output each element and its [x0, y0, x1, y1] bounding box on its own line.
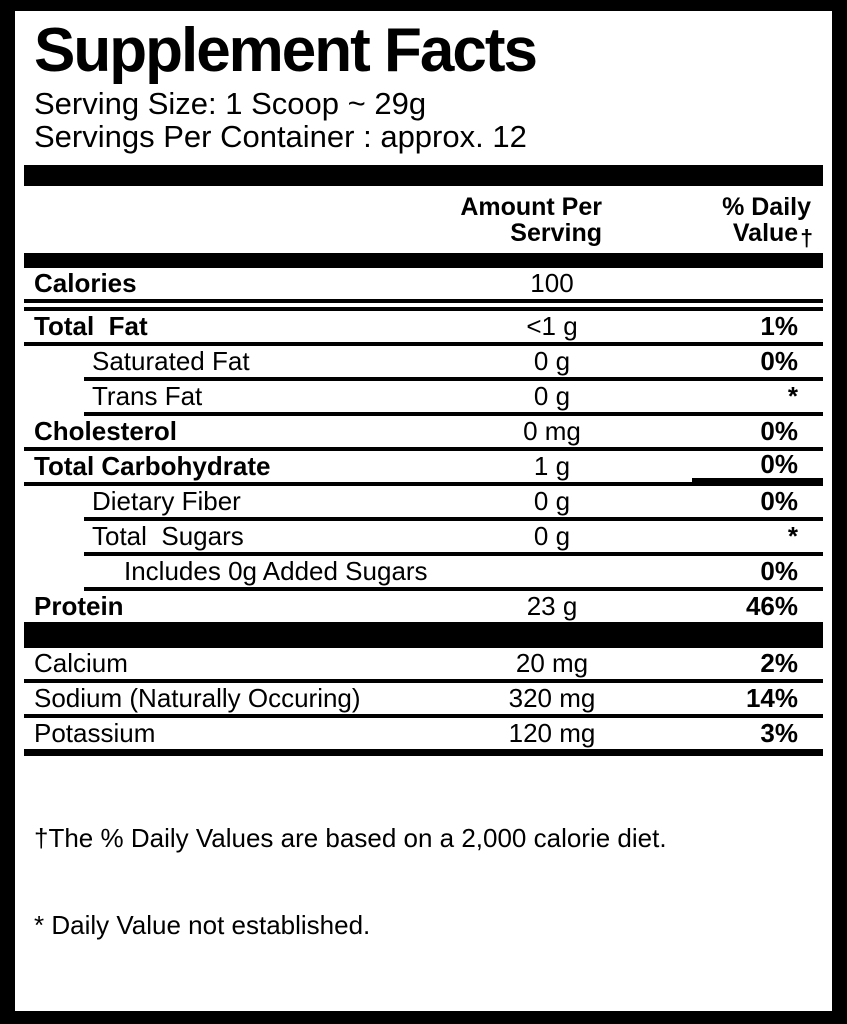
header-divider-bar: [24, 165, 823, 186]
label-title: Supplement Facts: [34, 16, 538, 85]
label-inner-panel: Supplement Facts Serving Size: 1 Scoop ~…: [15, 11, 832, 1011]
dagger-symbol: †: [800, 225, 813, 251]
nutrient-amount: 120 mg: [508, 718, 596, 748]
dv-header-line1: % Daily: [722, 193, 811, 221]
nutrient-amount: 0 g: [533, 346, 571, 376]
nutrient-row: Calories 100: [24, 268, 823, 299]
nutrient-daily-value: 1%: [760, 311, 798, 341]
nutrient-daily-value: 0%: [760, 556, 798, 586]
nutrient-daily-value: 14%: [745, 683, 798, 713]
nutrient-daily-value: 0%: [760, 346, 798, 376]
row-divider: [84, 587, 823, 591]
serving-size-text: Serving Size: 1 Scoop ~ 29g: [34, 86, 427, 121]
footnote-daily-values: †The % Daily Values are based on a 2,000…: [34, 823, 667, 853]
protein-divider-bar: [24, 622, 823, 648]
nutrient-daily-value: 3%: [760, 718, 798, 748]
footnotes: †The % Daily Values are based on a 2,000…: [34, 766, 823, 998]
footnote-dv-not-established: * Daily Value not established.: [34, 910, 371, 940]
row-divider: [24, 482, 823, 486]
nutrient-name: Total Carbohydrate: [34, 451, 271, 481]
nutrient-name: Saturated Fat: [92, 346, 250, 376]
nutrient-amount: 320 mg: [508, 683, 596, 713]
nutrient-amount: 0 mg: [523, 416, 581, 446]
row-divider: [84, 377, 823, 381]
row-divider: [24, 447, 823, 451]
nutrient-name: Includes 0g Added Sugars: [124, 556, 428, 586]
nutrient-row: Protein 23 g 46%: [24, 591, 823, 622]
nutrient-amount: 0 g: [533, 486, 571, 516]
nutrient-row: Total Fat <1 g 1%: [24, 311, 823, 342]
nutrient-amount: 23 g: [526, 591, 578, 621]
nutrient-name: Potassium: [34, 718, 156, 748]
row-divider: [24, 714, 823, 718]
daily-value-header: % Daily Value†: [692, 193, 823, 251]
nutrient-daily-value: 0%: [760, 486, 798, 516]
row-divider: [24, 679, 823, 683]
minerals-bottom-divider: [24, 749, 823, 756]
nutrient-amount: 0 g: [533, 381, 571, 411]
dv-header-line2: Value†: [692, 219, 813, 251]
row-divider: [84, 552, 823, 556]
row-divider: [84, 517, 823, 521]
mineral-rows-section: Calcium 20 mg 2% Sodium (Naturally Occuring…: [24, 648, 823, 749]
nutrient-amount: <1 g: [526, 311, 578, 341]
nutrient-name: Protein: [34, 591, 124, 621]
nutrient-amount: 100: [530, 268, 574, 298]
nutrient-name: Calcium: [34, 648, 128, 678]
nutrient-amount: 1 g: [533, 451, 571, 481]
nutrient-row: Dietary Fiber 0 g 0%: [24, 486, 823, 517]
nutrient-row: Trans Fat 0 g *: [24, 381, 823, 412]
servings-per-container-text: Servings Per Container : approx. 12: [34, 119, 527, 154]
nutrient-daily-value: 46%: [745, 591, 798, 621]
nutrient-name: Cholesterol: [34, 416, 178, 446]
nutrient-amount: 20 mg: [515, 648, 589, 678]
nutrient-daily-value: *: [787, 381, 798, 411]
nutrient-row: Sodium (Naturally Occuring) 320 mg 14%: [24, 683, 823, 714]
row-divider: [84, 412, 823, 416]
nutrient-row: Total Sugars 0 g *: [24, 521, 823, 552]
nutrient-row: Calcium 20 mg 2%: [24, 648, 823, 679]
nutrient-rows-section: Calories 100 Total Fat <1 g 1% Saturated Fat 0…: [24, 268, 823, 622]
nutrient-daily-value: [692, 268, 823, 299]
row-divider: [24, 299, 823, 311]
nutrient-row: Total Carbohydrate 1 g 0%: [24, 449, 823, 482]
amount-header-line2: Serving: [510, 219, 602, 247]
nutrient-row: Cholesterol 0 mg 0%: [24, 416, 823, 447]
nutrient-daily-value: 0%: [760, 416, 798, 446]
column-header-divider-bar: [24, 253, 823, 268]
nutrient-daily-value: 2%: [760, 648, 798, 678]
nutrient-name: Dietary Fiber: [92, 486, 241, 516]
nutrient-name: Sodium (Naturally Occuring): [34, 683, 361, 713]
nutrient-name: Total Fat: [34, 311, 148, 341]
nutrient-name: Trans Fat: [92, 381, 203, 411]
nutrient-name: Calories: [34, 268, 137, 298]
nutrient-amount: 0 g: [533, 521, 571, 551]
column-header-row: Amount Per Serving % Daily Value†: [24, 186, 823, 253]
dv-header-value-text: Value: [732, 219, 799, 247]
amount-header-line1: Amount Per: [460, 193, 602, 221]
row-divider: [24, 342, 823, 346]
nutrient-daily-value: 0%: [692, 449, 823, 482]
nutrient-name: Total Sugars: [92, 521, 244, 551]
nutrient-daily-value: *: [787, 521, 798, 551]
amount-per-serving-header: Amount Per Serving: [412, 194, 692, 246]
nutrient-row: Includes 0g Added Sugars 0%: [24, 556, 823, 587]
nutrient-row: Potassium 120 mg 3%: [24, 718, 823, 749]
nutrient-row: Saturated Fat 0 g 0%: [24, 346, 823, 377]
